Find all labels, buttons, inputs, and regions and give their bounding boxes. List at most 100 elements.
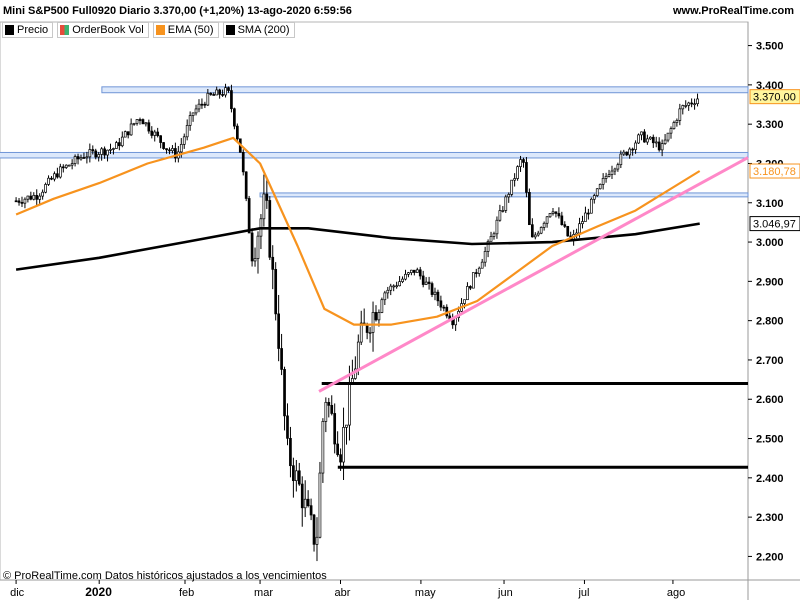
candle-body — [616, 164, 620, 170]
candle-body — [191, 112, 195, 116]
last-value-label: 3.046,97 — [753, 219, 796, 231]
candle-body — [174, 148, 177, 159]
candle-body — [660, 143, 664, 151]
candle-body — [100, 148, 103, 155]
candle-body — [646, 138, 649, 143]
legend-sma200[interactable]: SMA (200) — [222, 22, 295, 38]
title-bar: Mini S&P500 Full0920 Diario 3.370,00 (+1… — [0, 0, 800, 22]
candle-body — [551, 211, 555, 214]
candle-body — [56, 173, 59, 178]
candle-body — [637, 134, 640, 144]
candle-body — [510, 179, 514, 195]
last-value-box — [749, 216, 800, 232]
candle-body — [256, 235, 260, 259]
y-tick-label: 3.000 — [756, 237, 784, 249]
candle-body — [533, 234, 537, 238]
candle-body — [359, 322, 363, 343]
candle-body — [492, 233, 496, 237]
candle-body — [421, 275, 425, 285]
candle-body — [554, 211, 558, 214]
candle-body — [247, 198, 251, 234]
candle-body — [241, 151, 245, 173]
candle-body — [283, 369, 286, 417]
candle-body — [348, 382, 351, 426]
candle-body — [179, 143, 183, 153]
last-value-box — [749, 163, 800, 179]
candle-body — [669, 128, 673, 134]
y-tick-label: 2.200 — [756, 551, 784, 563]
candle-body — [519, 159, 522, 168]
candle-body — [209, 92, 213, 95]
candle-body — [581, 221, 584, 225]
candle-body — [218, 89, 221, 95]
x-tick-label: ago — [667, 587, 685, 599]
candle-body — [185, 125, 189, 138]
y-tick-label: 2.800 — [756, 316, 784, 328]
legend-price[interactable]: Precio — [2, 22, 54, 38]
y-tick-label: 3.400 — [756, 80, 784, 92]
website-label[interactable]: www.ProRealTime.com — [672, 5, 794, 17]
plot-frame — [0, 21, 749, 581]
candle-body — [589, 198, 593, 214]
resistance-zone — [259, 192, 749, 198]
candle-body — [153, 131, 157, 136]
y-tick-label: 2.400 — [756, 473, 784, 485]
candle-body — [513, 178, 516, 181]
candle-body — [651, 136, 655, 144]
candle-body — [666, 132, 670, 141]
candle-body — [522, 159, 525, 163]
indicator-lines — [15, 136, 701, 326]
candle-body — [525, 162, 528, 193]
candle-body — [404, 273, 407, 280]
candle-body — [91, 149, 95, 152]
candle-body — [47, 177, 50, 185]
candle-body — [274, 269, 278, 315]
candle-body — [73, 156, 77, 164]
candle-icon — [5, 25, 14, 35]
candle-body — [374, 312, 378, 321]
candle-body — [386, 289, 390, 294]
candle-body — [112, 148, 115, 150]
legend-orderbook-vol[interactable]: OrderBook Vol — [57, 22, 149, 38]
candle-body — [126, 131, 130, 136]
candle-body — [545, 216, 549, 224]
legend-ema50[interactable]: EMA (50) — [152, 22, 219, 38]
candle-body — [469, 286, 472, 289]
candle-body — [138, 119, 142, 121]
candle-body — [253, 258, 257, 262]
y-tick-label: 2.300 — [756, 512, 784, 524]
candle-body — [14, 200, 18, 203]
candle-body — [58, 166, 62, 178]
candle-body — [41, 191, 44, 197]
candle-body — [289, 438, 292, 467]
legend-price-label: Precio — [17, 24, 49, 36]
candle-body — [672, 122, 676, 129]
resistance-zones — [0, 86, 749, 198]
candle-body — [489, 236, 493, 242]
candle-body — [61, 166, 65, 169]
candle-body — [262, 193, 266, 220]
candle-body — [135, 119, 139, 124]
candle-body — [35, 195, 39, 200]
candle-body — [294, 470, 298, 482]
candle-body — [194, 108, 198, 114]
candle-body — [277, 313, 280, 349]
legend-ema-label: EMA (50) — [167, 24, 214, 36]
candle-body — [26, 195, 30, 200]
legend-sma-label: SMA (200) — [237, 24, 290, 36]
candle-body — [693, 103, 696, 106]
candle-body — [451, 319, 455, 326]
y-tick-label: 2.700 — [756, 355, 784, 367]
candle-body — [410, 269, 413, 273]
footer-copyright: © ProRealTime.com Datos históricos ajust… — [3, 570, 327, 582]
candle-body — [474, 272, 478, 274]
candle-body — [265, 193, 269, 201]
y-tick-label: 3.300 — [756, 119, 784, 131]
candle-body — [233, 108, 236, 127]
candle-body — [171, 148, 174, 152]
candle-body — [212, 94, 216, 96]
candle-body — [507, 194, 511, 198]
uptrend-line — [318, 156, 749, 393]
candle-body — [271, 256, 275, 270]
